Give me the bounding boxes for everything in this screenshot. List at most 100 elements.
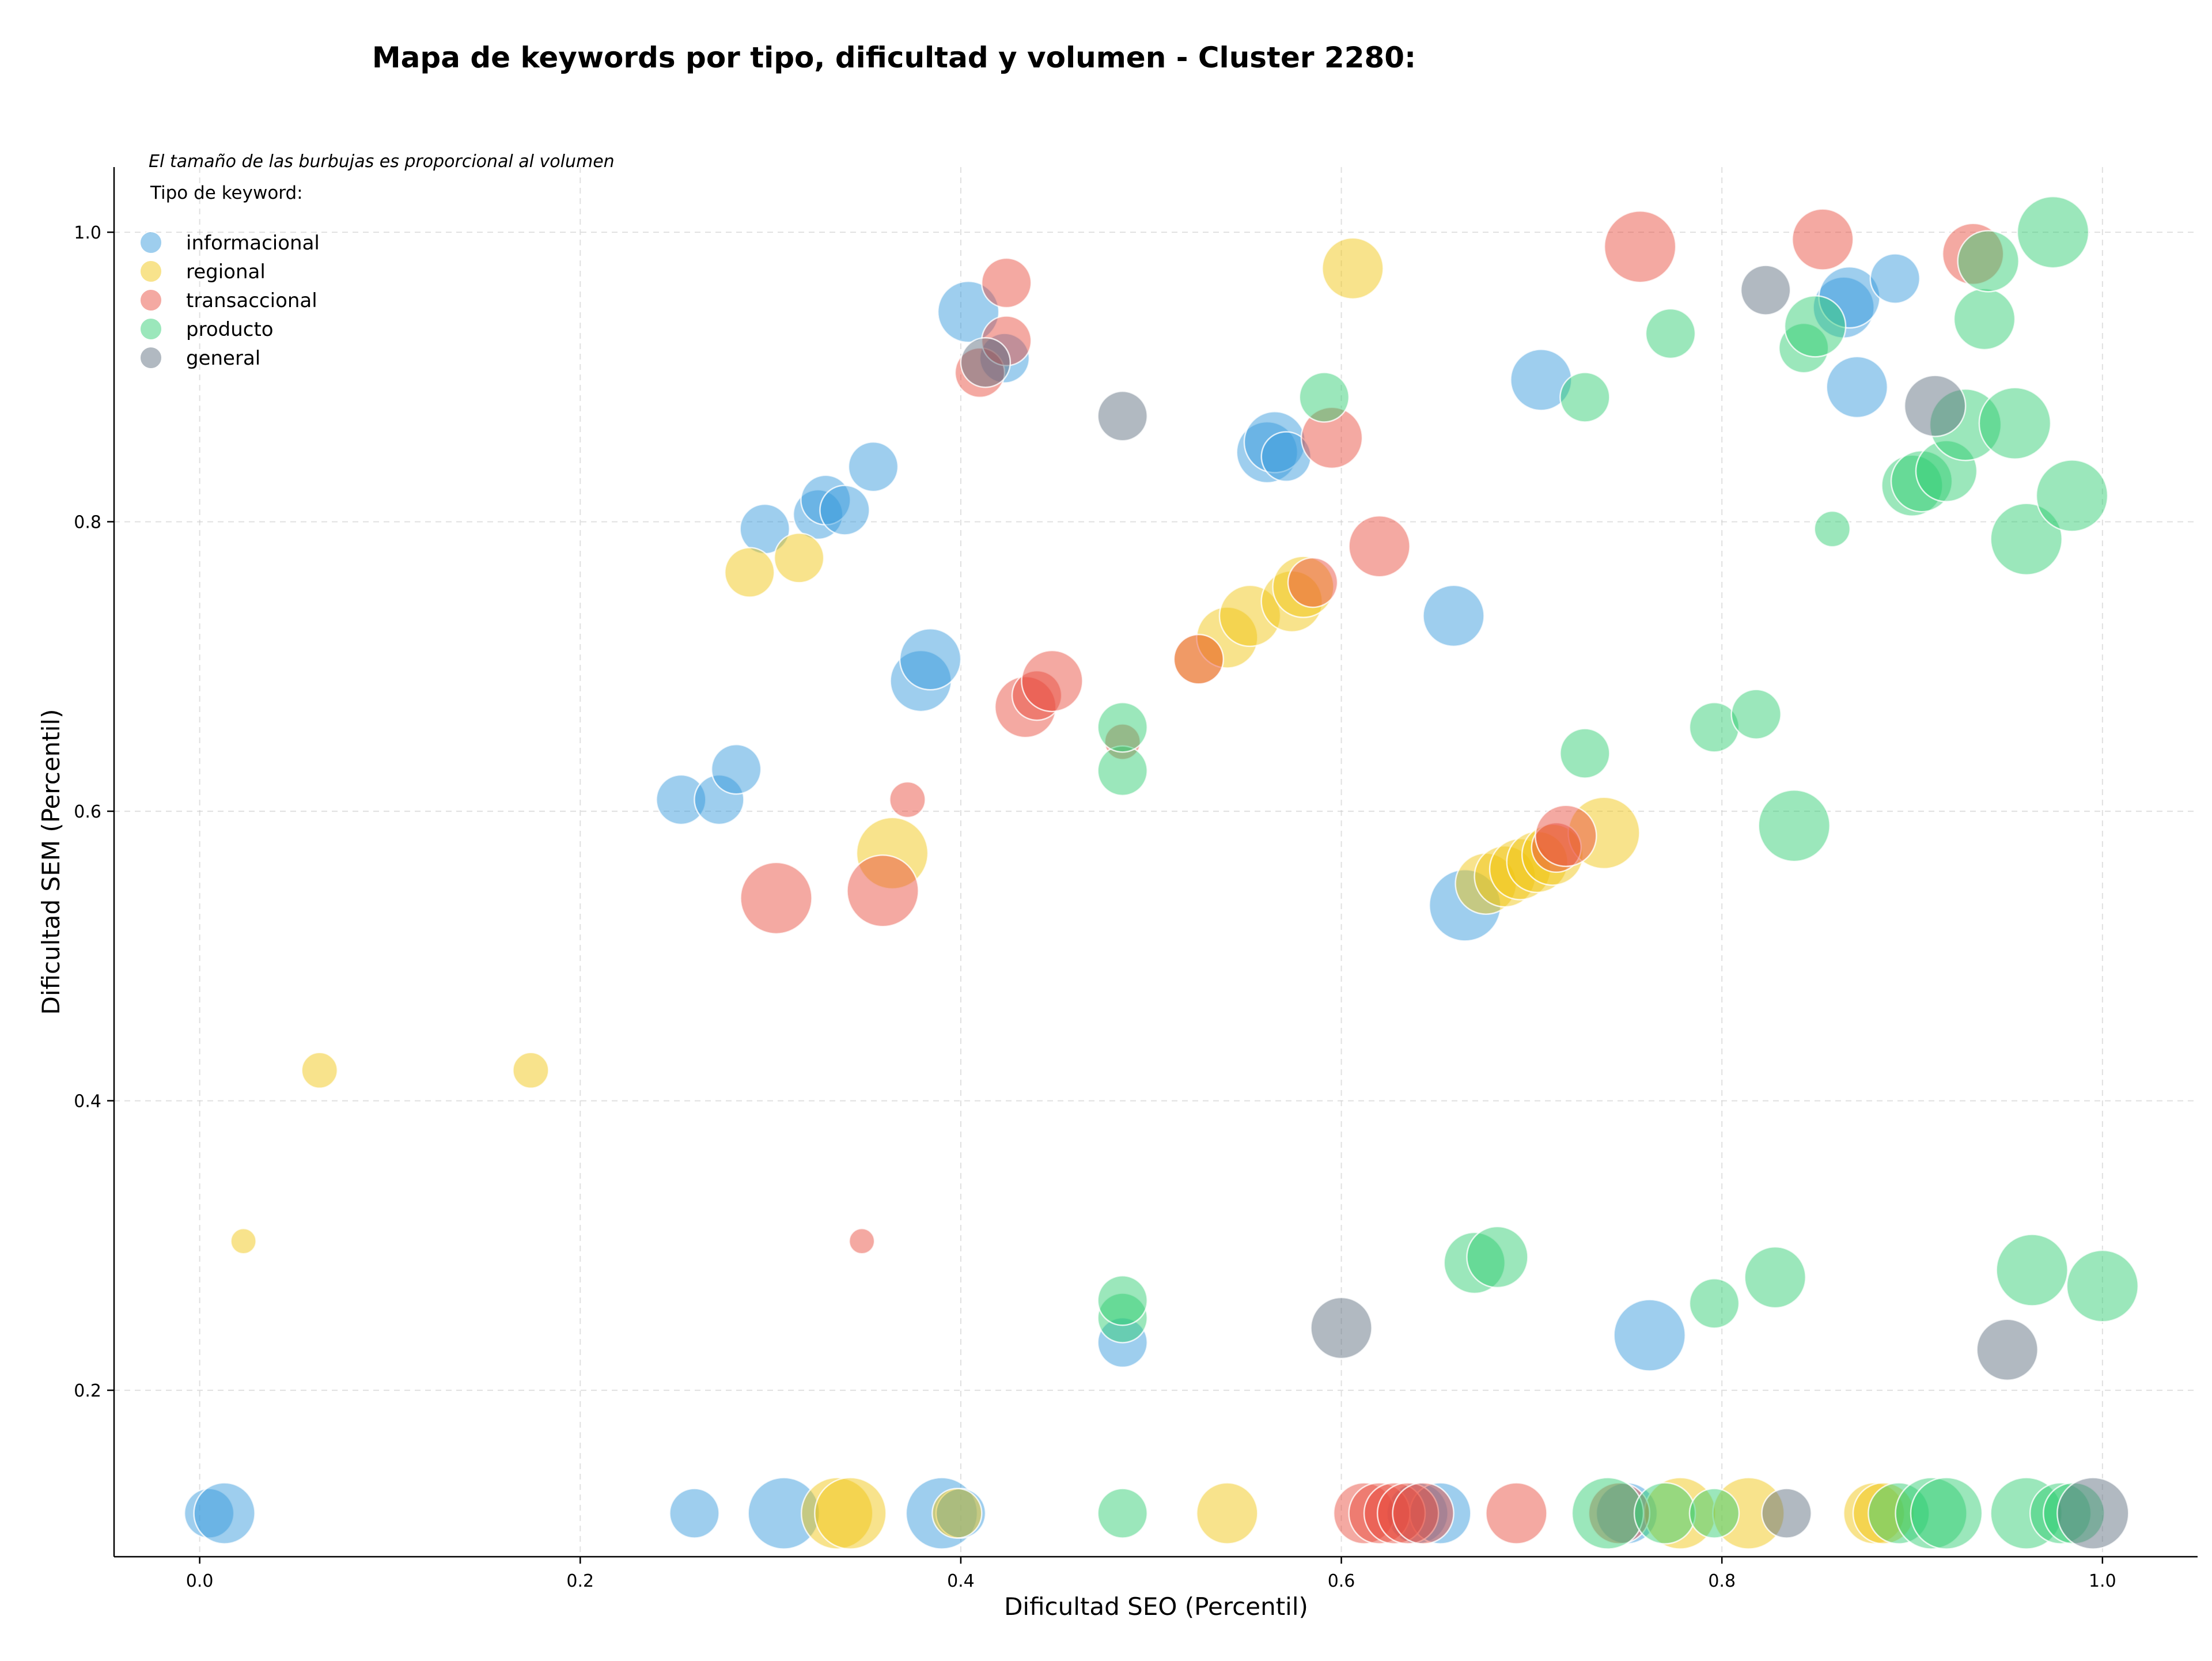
legend-marker-regional (139, 260, 162, 283)
bubble-transaccional (1588, 1482, 1651, 1545)
bubble-informacional (1422, 584, 1485, 648)
bubble-transaccional (1348, 515, 1411, 578)
bubble-informacional (899, 628, 962, 691)
y-tick-label: 0.6 (74, 802, 101, 822)
legend-title: Tipo de keyword: (150, 183, 303, 203)
bubble-transaccional (1011, 669, 1063, 721)
legend-label-transaccional: transaccional (186, 289, 317, 312)
bubble-informacional (193, 1482, 256, 1545)
bubble-general (960, 336, 1012, 388)
bubble-producto (1097, 1292, 1148, 1344)
bubble-producto (1910, 1477, 1983, 1550)
x-tick-label: 0.4 (947, 1571, 975, 1591)
bubble-informacional (1510, 349, 1573, 411)
bubble-regional (512, 1051, 550, 1089)
bubble-regional (724, 547, 775, 598)
bubble-regional (1218, 584, 1282, 648)
bubble-regional (1474, 845, 1536, 908)
bubble-transaccional (848, 1228, 876, 1255)
bubble-producto (1915, 440, 1978, 502)
bubble-transaccional (1363, 1482, 1426, 1545)
bubble-producto (1758, 789, 1831, 862)
size-note: El tamaño de las burbujas es proporciona… (149, 152, 615, 172)
bubble-informacional (905, 1477, 979, 1550)
legend: Tipo de keyword: informacional regional tr… (139, 183, 320, 370)
y-tick-label: 0.8 (74, 513, 101, 533)
bubble-general (1903, 374, 1967, 437)
bubble-regional (814, 1477, 887, 1550)
bubble-informacional (1236, 421, 1298, 484)
bubble-informacional (669, 1488, 720, 1539)
bubble-regional (1488, 838, 1552, 901)
bubble-general (1310, 1296, 1373, 1360)
bubble-regional (773, 532, 825, 584)
bubble-regional (931, 1488, 983, 1539)
legend-marker-informacional (139, 231, 162, 254)
y-axis-label: Dificultad SEM (Percentil) (37, 709, 65, 1015)
bubble-general (1097, 390, 1148, 442)
bubble-producto (1895, 1477, 1968, 1550)
bubble-informacional (1613, 1299, 1686, 1372)
bubble-transaccional (994, 675, 1057, 739)
x-axis-label: Dificultad SEO (Percentil) (1004, 1592, 1308, 1621)
bubble-transaccional (980, 257, 1032, 309)
bubble-producto (2029, 1482, 2092, 1545)
bubble-regional (1567, 796, 1641, 869)
bubble-producto (1978, 387, 2052, 460)
bubble-producto (2016, 195, 2090, 269)
bubble-producto (1881, 454, 1944, 517)
bubble-regional (1843, 1482, 1906, 1545)
bubble-producto (1995, 1234, 2069, 1307)
bubble-informacional (656, 774, 707, 826)
bubble-informacional (747, 1477, 820, 1550)
bubble-informacional (979, 332, 1031, 384)
bubble-producto (1688, 702, 1740, 753)
bubble-producto (1097, 702, 1148, 753)
bubble-transaccional (1531, 822, 1582, 873)
bubble-producto (1990, 502, 2063, 576)
chart-title: Mapa de keywords por tipo, dificultad y … (372, 41, 1416, 74)
bubble-informacional (792, 489, 844, 540)
bubble-transaccional (889, 781, 926, 819)
bubble-general (2056, 1477, 2130, 1550)
bubble-producto (1778, 322, 1830, 374)
bubble-producto (1298, 372, 1350, 423)
bubble-informacional (710, 743, 762, 795)
bubble-producto (1571, 1477, 1645, 1550)
bubble-producto (1813, 510, 1851, 548)
bubble-transaccional (1287, 557, 1339, 608)
axis-ticks: 0.0 0.2 0.4 0.6 0.8 1.0 0.2 0.4 0.6 0.8 1.0 (74, 223, 2116, 1591)
bubble-transaccional (1485, 1482, 1548, 1545)
bubble-regional (1272, 555, 1335, 618)
bubble-informacional (1825, 355, 1888, 419)
bubbles (183, 195, 2139, 1550)
bubble-informacional (1260, 431, 1312, 482)
bubble-transaccional (1376, 1482, 1440, 1545)
bubble-producto (1688, 1278, 1740, 1329)
y-tick-label: 1.0 (74, 223, 101, 243)
bubble-general (1761, 1488, 1812, 1539)
bubble-informacional (937, 281, 1000, 343)
bubble-producto (1990, 1477, 2063, 1550)
bubble-producto (1559, 728, 1611, 779)
bubble-transaccional (1941, 222, 2005, 285)
bubble-regional (230, 1228, 257, 1255)
bubble-transaccional (980, 315, 1032, 366)
bubble-producto (1688, 1488, 1740, 1539)
bubble-producto (1890, 449, 1953, 513)
legend-label-producto: producto (186, 318, 274, 341)
bubble-producto (1097, 745, 1148, 796)
legend-label-general: general (186, 347, 260, 370)
bubble-transaccional (1535, 804, 1597, 868)
x-tick-label: 0.6 (1328, 1571, 1355, 1591)
bubble-producto (1097, 1275, 1148, 1326)
legend-marker-producto (139, 317, 162, 340)
bubble-informacional (847, 441, 899, 493)
bubble-general (1740, 264, 1791, 316)
bubble-informacional (694, 774, 745, 826)
bubble-producto (2066, 1249, 2139, 1323)
x-tick-label: 0.0 (186, 1571, 214, 1591)
x-tick-label: 0.8 (1708, 1571, 1736, 1591)
y-tick-label: 0.2 (74, 1381, 101, 1401)
bubble-transaccional (1173, 634, 1225, 685)
